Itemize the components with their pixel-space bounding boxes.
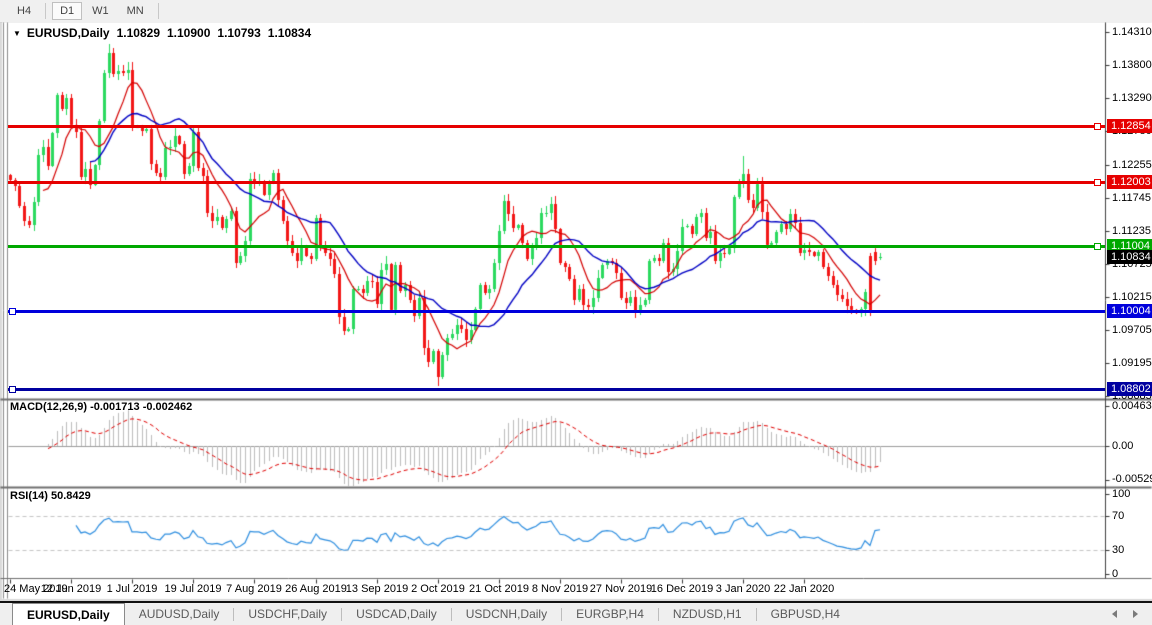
macd-axis-label: -0.005299 xyxy=(1112,473,1152,485)
chart-tab-bar: EURUSD,Daily AUDUSD,Daily USDCHF,Daily USDC… xyxy=(0,601,1152,625)
current-price-badge: 1.10834 xyxy=(1107,250,1152,264)
chart-symbol-label: EURUSD,Daily xyxy=(26,26,110,40)
toolbar-separator xyxy=(45,3,47,19)
rsi-axis-label: 0 xyxy=(1112,568,1119,580)
price-tick-label: 1.09705 xyxy=(1112,324,1152,336)
chart-tabs: EURUSD,Daily AUDUSD,Daily USDCHF,Daily USDC… xyxy=(0,603,854,625)
horizontal-line-1-12854[interactable] xyxy=(8,125,1105,128)
price-tick-label: 1.10215 xyxy=(1112,291,1152,303)
date-label: 8 Nov 2019 xyxy=(531,583,589,595)
horizontal-line-1-10004[interactable] xyxy=(8,310,1105,313)
macd-axis-label: 0.00463 xyxy=(1112,400,1152,412)
horizontal-line-1-11004[interactable] xyxy=(8,245,1105,248)
tab-usdcnh-daily[interactable]: USDCNH,Daily xyxy=(465,607,548,621)
date-label: 21 Oct 2019 xyxy=(469,583,529,595)
price-tick-label: 1.13290 xyxy=(1112,92,1152,104)
date-label: 13 Sep 2019 xyxy=(345,583,409,595)
date-label: 19 Jul 2019 xyxy=(164,583,222,595)
date-label: 7 Aug 2019 xyxy=(226,583,282,595)
date-label: 16 Dec 2019 xyxy=(650,583,714,595)
tab-usdcad-daily[interactable]: USDCAD,Daily xyxy=(356,607,437,621)
ohlc-close: 1.10834 xyxy=(267,26,312,40)
timeframe-toolbar: H4 D1 W1 MN xyxy=(0,0,1152,22)
macd-name: MACD(12,26,9) xyxy=(10,401,88,413)
line-endpoint-marker xyxy=(9,386,16,393)
tab-nzdusd-h1[interactable]: NZDUSD,H1 xyxy=(672,607,742,621)
price-badge-1-12003: 1.12003 xyxy=(1107,175,1152,189)
line-endpoint-marker xyxy=(1094,243,1101,250)
rsi-axis-label: 30 xyxy=(1112,544,1125,556)
date-label: 26 Aug 2019 xyxy=(285,583,347,595)
tab-separator xyxy=(450,607,452,621)
price-tick-label: 1.14310 xyxy=(1112,26,1152,38)
price-tick-label: 1.11235 xyxy=(1112,225,1151,237)
tab-separator xyxy=(233,607,235,621)
date-label: 2 Oct 2019 xyxy=(411,583,465,595)
ohlc-open: 1.10829 xyxy=(116,26,160,40)
price-badge-1-11004: 1.11004 xyxy=(1107,239,1152,253)
price-badge-1-10004: 1.10004 xyxy=(1107,304,1152,318)
price-tick-label: 1.11745 xyxy=(1112,192,1151,204)
tab-separator xyxy=(755,607,757,621)
price-tick-label: 1.13800 xyxy=(1112,59,1152,71)
tab-scroll-arrows xyxy=(1112,603,1152,625)
date-label: 3 Jan 2020 xyxy=(715,583,771,595)
tab-gbpusd-h4[interactable]: GBPUSD,H4 xyxy=(770,607,840,621)
macd-axis-label: 0.00 xyxy=(1112,440,1134,452)
scroll-left-arrow-icon[interactable] xyxy=(1112,610,1117,618)
date-label: 1 Jul 2019 xyxy=(106,583,158,595)
ohlc-high: 1.10900 xyxy=(167,26,211,40)
macd-values: -0.001713 -0.002462 xyxy=(90,401,193,413)
timeframe-button-h4[interactable]: H4 xyxy=(17,5,32,17)
horizontal-line-1-12003[interactable] xyxy=(8,181,1105,184)
rsi-indicator-label: RSI(14) 50.8429 xyxy=(10,490,91,502)
chart-title: ▼ EURUSD,Daily 1.10829 1.10900 1.10793 1.1083… xyxy=(13,26,311,40)
timeframe-button-d1[interactable]: D1 xyxy=(52,2,83,20)
rsi-axis-label: 100 xyxy=(1112,488,1131,500)
tab-separator xyxy=(341,607,343,621)
date-label: 27 Nov 2019 xyxy=(589,583,653,595)
horizontal-line-1-08802[interactable] xyxy=(8,388,1105,391)
ohlc-low: 1.10793 xyxy=(217,26,261,40)
tab-audusd-daily[interactable]: AUDUSD,Daily xyxy=(138,607,220,621)
price-badge-1-12854: 1.12854 xyxy=(1107,119,1152,133)
chart-menu-triangle-icon[interactable]: ▼ xyxy=(13,29,21,38)
macd-indicator-label: MACD(12,26,9) -0.001713 -0.002462 xyxy=(10,401,192,413)
scroll-right-arrow-icon[interactable] xyxy=(1133,610,1138,618)
date-label: 22 Jan 2020 xyxy=(773,583,835,595)
line-endpoint-marker xyxy=(1094,123,1101,130)
rsi-axis-label: 70 xyxy=(1112,510,1125,522)
tab-separator xyxy=(657,607,659,621)
toolbar-separator xyxy=(157,3,159,19)
line-endpoint-marker xyxy=(1094,179,1101,186)
price-tick-label: 1.12255 xyxy=(1112,159,1152,171)
timeframe-button-mn[interactable]: MN xyxy=(126,5,144,17)
line-endpoint-marker xyxy=(9,308,16,315)
date-label: 12 Jun 2019 xyxy=(40,583,102,595)
tab-eurgbp-h4[interactable]: EURGBP,H4 xyxy=(576,607,644,621)
price-tick-label: 1.09195 xyxy=(1112,357,1152,369)
timeframe-button-w1[interactable]: W1 xyxy=(92,5,109,17)
date-label: 24 May 2019 xyxy=(4,583,68,595)
tab-separator xyxy=(561,607,563,621)
tab-usdchf-daily[interactable]: USDCHF,Daily xyxy=(248,607,328,621)
rsi-name: RSI(14) xyxy=(10,490,48,502)
tab-eurusd-daily[interactable]: EURUSD,Daily xyxy=(12,603,125,625)
price-badge-1-08802: 1.08802 xyxy=(1107,382,1152,396)
rsi-value: 50.8429 xyxy=(50,490,91,502)
